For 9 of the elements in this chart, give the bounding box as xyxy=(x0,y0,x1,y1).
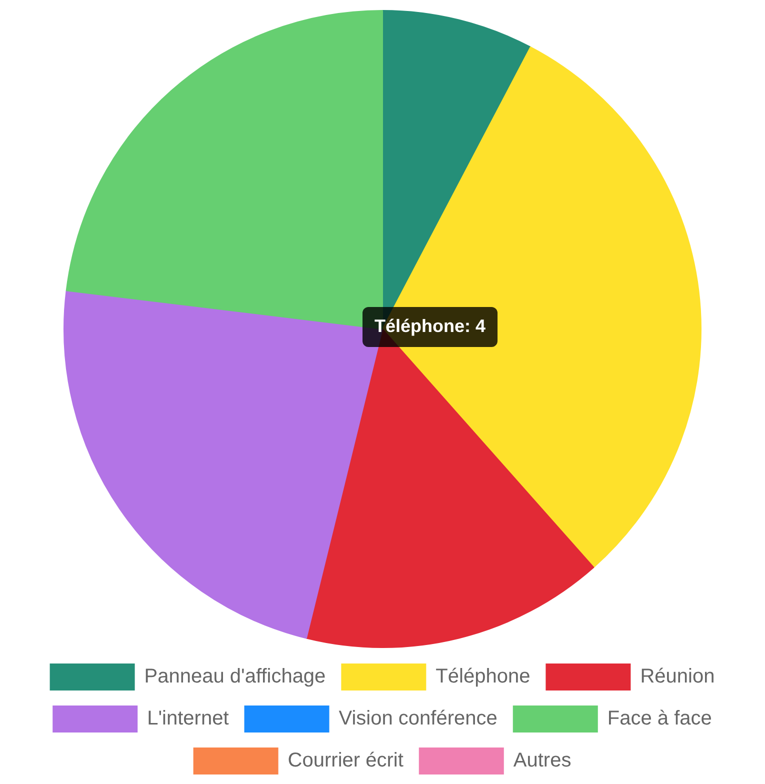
legend-label: Réunion xyxy=(640,666,715,688)
text: Téléphone: 4 xyxy=(374,316,486,336)
legend-label: Panneau d'affichage xyxy=(144,666,326,688)
legend-label: L'internet xyxy=(147,708,230,730)
legend-label: Courrier écrit xyxy=(288,750,404,772)
legend-label: Vision conférence xyxy=(338,708,498,730)
legend-label: Téléphone xyxy=(436,666,530,688)
legend-label: Face à face xyxy=(607,708,712,730)
legend-label: Autres xyxy=(513,750,572,772)
